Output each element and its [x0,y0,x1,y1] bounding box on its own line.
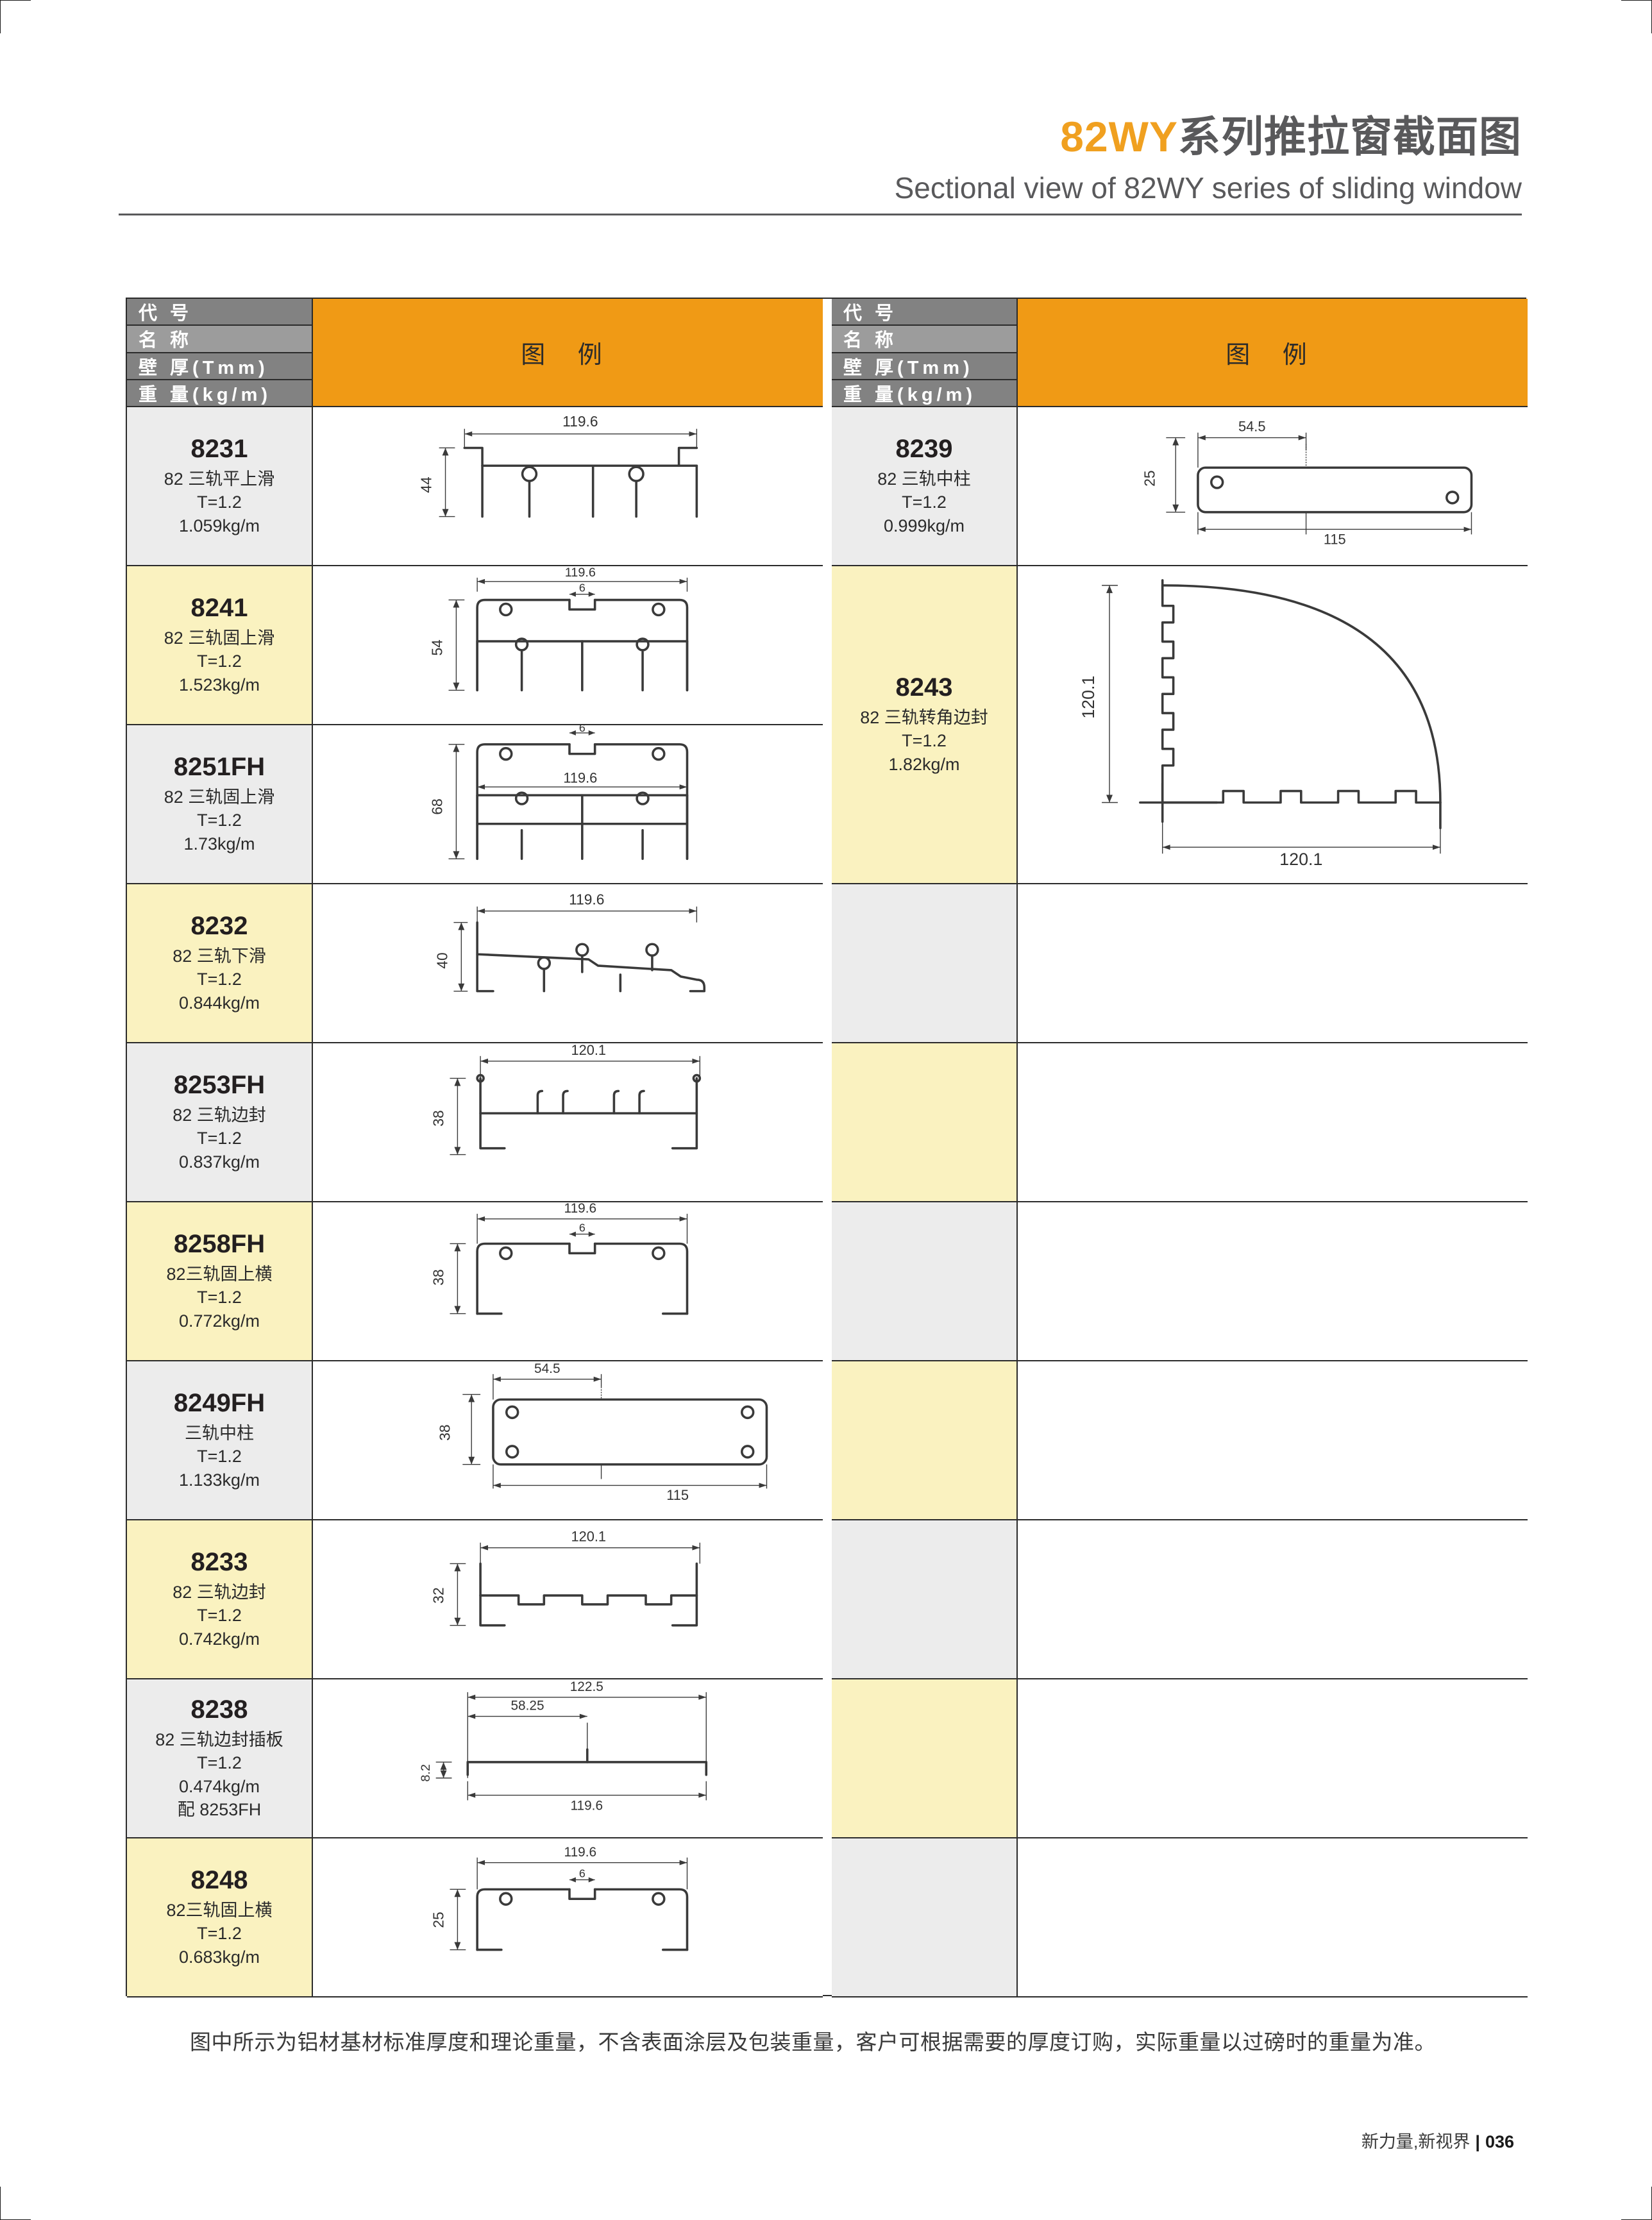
svg-text:38: 38 [430,1269,447,1285]
svg-text:6: 6 [579,582,586,594]
svg-text:38: 38 [436,1424,453,1440]
svg-text:120.1: 120.1 [1279,850,1322,869]
svg-text:32: 32 [430,1587,447,1603]
svg-text:122.5: 122.5 [570,1679,603,1694]
svg-text:40: 40 [434,952,451,968]
svg-text:54.5: 54.5 [1238,419,1265,435]
svg-text:119.6: 119.6 [564,1202,597,1216]
svg-text:25: 25 [1141,470,1158,486]
svg-text:6: 6 [579,1867,586,1880]
svg-text:8.2: 8.2 [419,1764,433,1782]
svg-text:119.6: 119.6 [562,413,598,430]
svg-text:119.6: 119.6 [563,769,597,786]
svg-text:6: 6 [579,1222,586,1234]
svg-text:120.1: 120.1 [571,1043,606,1058]
svg-text:119.6: 119.6 [569,891,604,908]
svg-text:115: 115 [666,1487,689,1503]
svg-text:115: 115 [1324,531,1346,547]
svg-text:119.6: 119.6 [565,566,596,580]
svg-text:6: 6 [579,725,586,734]
svg-text:120.1: 120.1 [1079,676,1098,719]
svg-text:68: 68 [429,798,446,814]
svg-text:58.25: 58.25 [510,1699,544,1713]
svg-text:119.6: 119.6 [564,1845,597,1860]
svg-text:38: 38 [430,1110,447,1126]
svg-text:25: 25 [430,1912,447,1928]
svg-text:119.6: 119.6 [570,1798,603,1813]
svg-text:44: 44 [418,476,435,493]
svg-text:54.5: 54.5 [534,1361,560,1376]
svg-text:54: 54 [429,639,446,656]
svg-text:120.1: 120.1 [571,1529,606,1545]
